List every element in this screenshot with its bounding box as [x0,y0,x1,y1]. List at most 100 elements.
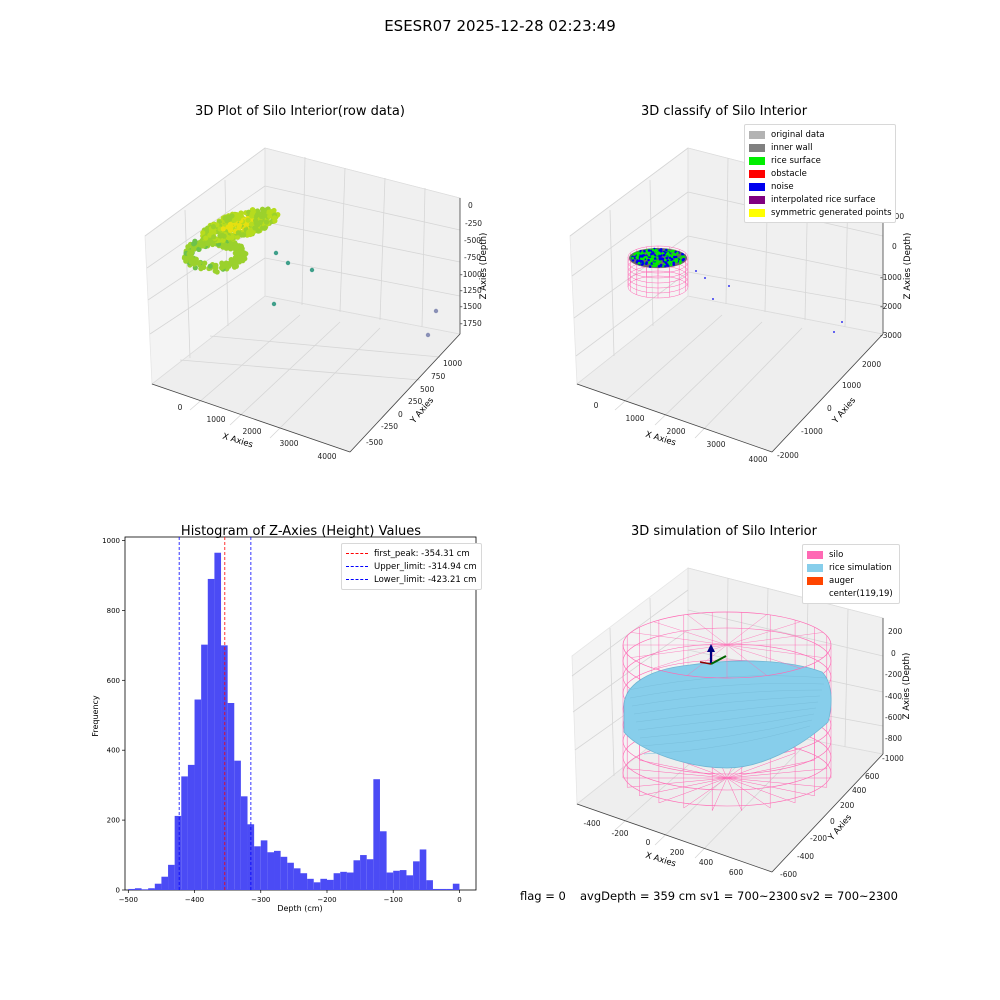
p1-point [213,262,219,268]
p4-auger-arrows [699,644,727,665]
histogram-bar [360,855,367,890]
p2-xtick: 0 [594,401,599,410]
p4-ztick: -400 [885,692,902,701]
p1-point [186,251,192,257]
p1-outlier-point [309,267,315,273]
histogram-bar [406,875,414,890]
status-sv1: sv1 = 700~2300 [700,889,798,903]
p2-point [654,262,658,265]
p3-x-ticks: −500 −400 −300 −200 −100 0 [119,890,462,904]
histogram-bar [134,888,142,890]
p2-xtick: 2000 [666,427,685,436]
p4-rice-mesh [643,725,811,755]
p1-point [181,255,187,261]
histogram-bar [274,850,281,890]
p4-xtick: 200 [670,848,685,857]
histogram-bar [307,878,314,890]
p2-point [658,252,662,255]
p4-silo-spoke [639,759,728,779]
p4-silo-spoke [726,777,827,788]
legend-swatch [749,156,765,165]
p1-point [229,234,235,240]
p2-ztick: -1000 [880,273,902,282]
p4-ytick: 400 [852,786,867,795]
p4-ztick: -800 [885,734,902,743]
p2-ylabel: Y Axies [830,395,858,426]
p2-point [640,257,643,260]
p1-ytick: 500 [420,385,435,394]
legend-swatch [749,143,765,152]
histogram-bar [313,882,321,890]
p2-point [679,261,682,265]
histogram-bar [161,876,169,890]
legend-entry: symmetric generated points [749,206,892,219]
histogram-bar [154,883,162,890]
x-tick-label: −100 [384,896,403,904]
histogram-bar [174,815,182,890]
histogram-bar [181,776,188,890]
legend-entry: Lower_limit: -423.21 cm [346,573,477,586]
p2-noise-point [833,331,835,333]
p1-ytick: 250 [408,397,423,406]
p2-ztick: 0 [892,242,897,251]
p1-point [239,245,245,251]
p4-rice-surface [623,660,832,769]
legend-entry: auger [807,574,895,587]
p2-point [631,259,635,262]
legend-entry: center(119,19) [807,587,895,600]
histogram-bar [194,699,202,890]
p1-point [223,261,229,267]
p1-point [260,207,266,213]
p1-point [235,230,241,236]
histogram-bar [452,883,460,890]
p2-point [648,265,652,268]
p2-xtick: 1000 [625,414,644,423]
p4-silo-spoke [711,777,728,811]
p1-ztick: -1500 [460,302,482,311]
p2-noise-point [695,270,697,272]
p2-point [641,254,645,257]
p1-point [239,250,245,256]
p1-point [193,256,199,262]
panel4-z-ticks: 200 0 -200 -400 -600 -800 -1000 [882,627,904,763]
legend-entry: silo [807,548,895,561]
p4-silo-spoke [726,759,815,779]
legend-swatch [749,130,765,139]
p1-point [248,221,255,227]
y-tick-label: 400 [107,747,120,755]
y-tick-label: 1000 [102,537,120,545]
histogram-bar [373,779,380,890]
p4-silo-top-spoke [726,644,801,669]
p1-point [214,269,220,275]
histogram-bar [340,871,347,890]
p1-point [263,219,270,225]
p2-ring [627,270,689,294]
p1-point [262,212,268,218]
x-tick-label: 0 [457,896,461,904]
legend-entry: inner wall [749,141,891,154]
p2-noise-point [712,298,714,300]
p1-point [235,250,242,256]
p1-point [236,225,242,231]
p4-silo-top-spoke [653,621,728,646]
panel2-silo-cylinder [627,245,689,299]
panel2-y-ticks: -2000 -1000 0 1000 2000 [777,360,881,460]
p1-point [219,260,225,266]
legend-entry: original data [749,128,891,141]
histogram-bar [413,861,420,890]
histogram-bar [353,860,361,890]
p1-xtick: 1000 [206,415,225,424]
p1-xtick: 3000 [279,439,298,448]
p2-point [653,257,657,260]
p2-point [670,257,674,261]
legend-entry: obstacle [749,167,891,180]
panel3-histogram: −500 −400 −300 −200 −100 0 02004006008001000 … [91,536,477,913]
p2-point [669,260,673,264]
p4-silo-top-spoke [630,632,728,646]
p1-point [211,234,217,240]
p2-xtick: 3000 [706,440,725,449]
p1-point [246,229,252,235]
p1-point [249,210,255,216]
p1-ztick: -500 [464,236,481,245]
p4-silo-top-spoke [653,644,728,669]
